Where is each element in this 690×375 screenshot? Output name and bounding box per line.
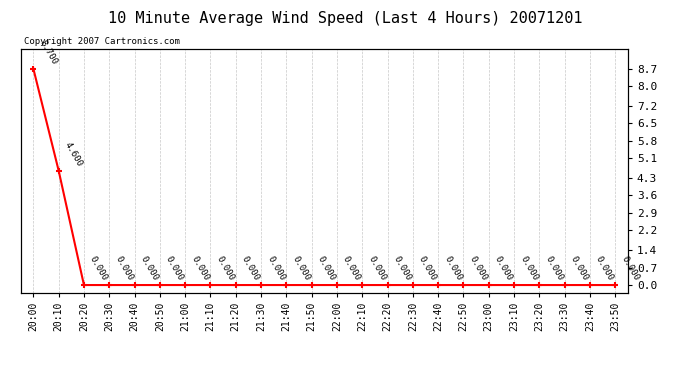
Text: 0.000: 0.000	[316, 255, 337, 282]
Text: 0.000: 0.000	[569, 255, 590, 282]
Text: 0.000: 0.000	[88, 255, 109, 282]
Text: 0.000: 0.000	[417, 255, 438, 282]
Text: 0.000: 0.000	[442, 255, 464, 282]
Text: 0.000: 0.000	[265, 255, 286, 282]
Text: 0.000: 0.000	[594, 255, 615, 282]
Text: 0.000: 0.000	[493, 255, 514, 282]
Text: 0.000: 0.000	[139, 255, 160, 282]
Text: 8.700: 8.700	[37, 38, 59, 66]
Text: 0.000: 0.000	[518, 255, 540, 282]
Text: 0.000: 0.000	[290, 255, 312, 282]
Text: 0.000: 0.000	[620, 255, 640, 282]
Text: 0.000: 0.000	[544, 255, 564, 282]
Text: 4.600: 4.600	[63, 140, 84, 168]
Text: 0.000: 0.000	[366, 255, 388, 282]
Text: 0.000: 0.000	[113, 255, 135, 282]
Text: 10 Minute Average Wind Speed (Last 4 Hours) 20071201: 10 Minute Average Wind Speed (Last 4 Hou…	[108, 11, 582, 26]
Text: 0.000: 0.000	[240, 255, 261, 282]
Text: 0.000: 0.000	[392, 255, 413, 282]
Text: Copyright 2007 Cartronics.com: Copyright 2007 Cartronics.com	[23, 38, 179, 46]
Text: 0.000: 0.000	[164, 255, 185, 282]
Text: 0.000: 0.000	[341, 255, 362, 282]
Text: 0.000: 0.000	[189, 255, 210, 282]
Text: 0.000: 0.000	[215, 255, 236, 282]
Text: 0.000: 0.000	[468, 255, 489, 282]
